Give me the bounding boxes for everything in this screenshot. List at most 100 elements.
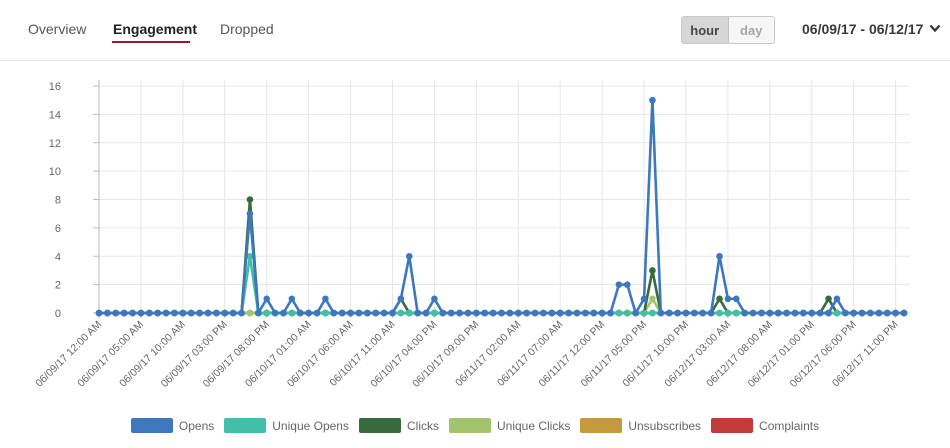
data-point-opens [372, 309, 380, 317]
granularity-toggle: hour day [681, 16, 775, 44]
data-point-opens [573, 309, 581, 317]
legend-item-clicks[interactable]: Clicks [358, 418, 439, 433]
data-point-opens [623, 281, 631, 288]
top-bar: Overview Engagement Dropped hour day 06/… [0, 0, 950, 61]
legend-item-unsubscribes[interactable]: Unsubscribes [580, 418, 701, 433]
data-point-opens [582, 309, 589, 317]
data-point-clicks [649, 267, 656, 274]
data-point-opens [112, 309, 120, 317]
data-point-opens [682, 309, 690, 317]
legend-swatch [224, 418, 267, 433]
data-point-opens [674, 309, 681, 317]
data-point-opens [900, 309, 908, 317]
data-point-opens [842, 309, 849, 317]
day-button[interactable]: day [728, 17, 774, 43]
data-point-opens [741, 309, 748, 317]
chart-legend: Opens Unique Opens Clicks Unique Clicks Unsu… [0, 418, 950, 433]
data-point-opens [129, 309, 136, 317]
data-point-opens [808, 309, 816, 317]
legend-swatch [711, 418, 754, 433]
data-point-unique_opens [397, 309, 405, 317]
tab-overview[interactable]: Overview [28, 21, 87, 37]
legend-swatch [130, 418, 173, 433]
data-point-opens [263, 295, 271, 303]
data-point-unique_opens [724, 309, 732, 317]
data-point-opens [649, 96, 656, 104]
chart-series [95, 96, 908, 317]
y-tick-label: 14 [49, 109, 61, 121]
y-tick-label: 4 [55, 251, 61, 263]
data-point-opens [456, 309, 463, 317]
y-tick-label: 6 [55, 223, 61, 235]
data-point-opens [355, 309, 363, 317]
data-point-opens [162, 309, 170, 317]
data-point-unique_opens [405, 309, 413, 317]
data-point-unique_opens [716, 309, 723, 317]
data-point-opens [858, 309, 866, 317]
data-point-opens [732, 295, 740, 303]
data-point-opens [707, 309, 715, 317]
y-tick-label: 0 [55, 308, 61, 320]
data-point-opens [523, 309, 530, 317]
legend-item-unique_clicks[interactable]: Unique Clicks [448, 418, 570, 433]
data-point-opens [120, 309, 128, 317]
data-point-opens [867, 309, 874, 317]
data-point-opens [825, 309, 832, 317]
legend-item-opens[interactable]: Opens [130, 418, 214, 433]
data-point-opens [296, 309, 304, 317]
data-point-opens [489, 309, 497, 317]
data-point-unique_opens [640, 309, 648, 317]
data-point-opens [892, 309, 899, 317]
data-point-opens [271, 309, 279, 317]
legend-item-unique_opens[interactable]: Unique Opens [224, 418, 349, 433]
data-point-opens [288, 295, 296, 303]
data-point-opens [246, 210, 254, 217]
data-point-opens [774, 309, 782, 317]
data-point-unique_clicks [649, 295, 656, 303]
legend-item-complaints[interactable]: Complaints [711, 418, 819, 433]
data-point-opens [179, 309, 187, 317]
data-point-opens [187, 309, 195, 317]
data-point-clicks [716, 295, 723, 303]
data-point-opens [255, 309, 262, 317]
data-point-unique_opens [623, 309, 631, 317]
y-tick-label: 2 [55, 280, 61, 292]
y-tick-label: 12 [49, 138, 61, 150]
data-point-unique_opens [431, 309, 438, 317]
data-point-opens [364, 309, 371, 317]
data-point-opens [791, 309, 799, 317]
data-point-opens [414, 309, 421, 317]
data-point-opens [749, 309, 757, 317]
data-point-opens [347, 309, 354, 317]
y-tick-label: 16 [49, 81, 61, 93]
data-point-opens [447, 309, 455, 317]
data-point-unique_opens [288, 309, 296, 317]
data-point-opens [724, 295, 732, 303]
y-tick-label: 8 [55, 195, 61, 207]
data-point-opens [221, 309, 229, 317]
legend-swatch [448, 418, 491, 433]
data-point-opens [540, 309, 547, 317]
data-point-opens [305, 309, 312, 317]
data-point-opens [422, 309, 430, 317]
data-point-opens [657, 309, 665, 317]
data-point-opens [766, 309, 774, 317]
tab-engagement[interactable]: Engagement [113, 21, 198, 37]
y-tick-label: 10 [49, 166, 61, 178]
data-point-opens [313, 309, 321, 317]
hour-button[interactable]: hour [682, 17, 729, 43]
data-point-opens [204, 309, 212, 317]
data-point-opens [338, 309, 346, 317]
data-point-opens [556, 309, 564, 317]
data-point-opens [590, 309, 598, 317]
data-point-opens [171, 309, 178, 317]
tab-dropped[interactable]: Dropped [220, 21, 274, 37]
y-axis: 0 2 4 6 8 10 12 14 16 [49, 80, 100, 320]
data-point-opens [699, 309, 707, 317]
data-point-unique_opens [833, 309, 841, 317]
active-tab-underline [112, 41, 190, 43]
date-range-selector[interactable]: 06/09/17 - 06/12/17 [802, 21, 941, 37]
data-point-opens [598, 309, 606, 317]
data-point-opens [95, 309, 103, 317]
